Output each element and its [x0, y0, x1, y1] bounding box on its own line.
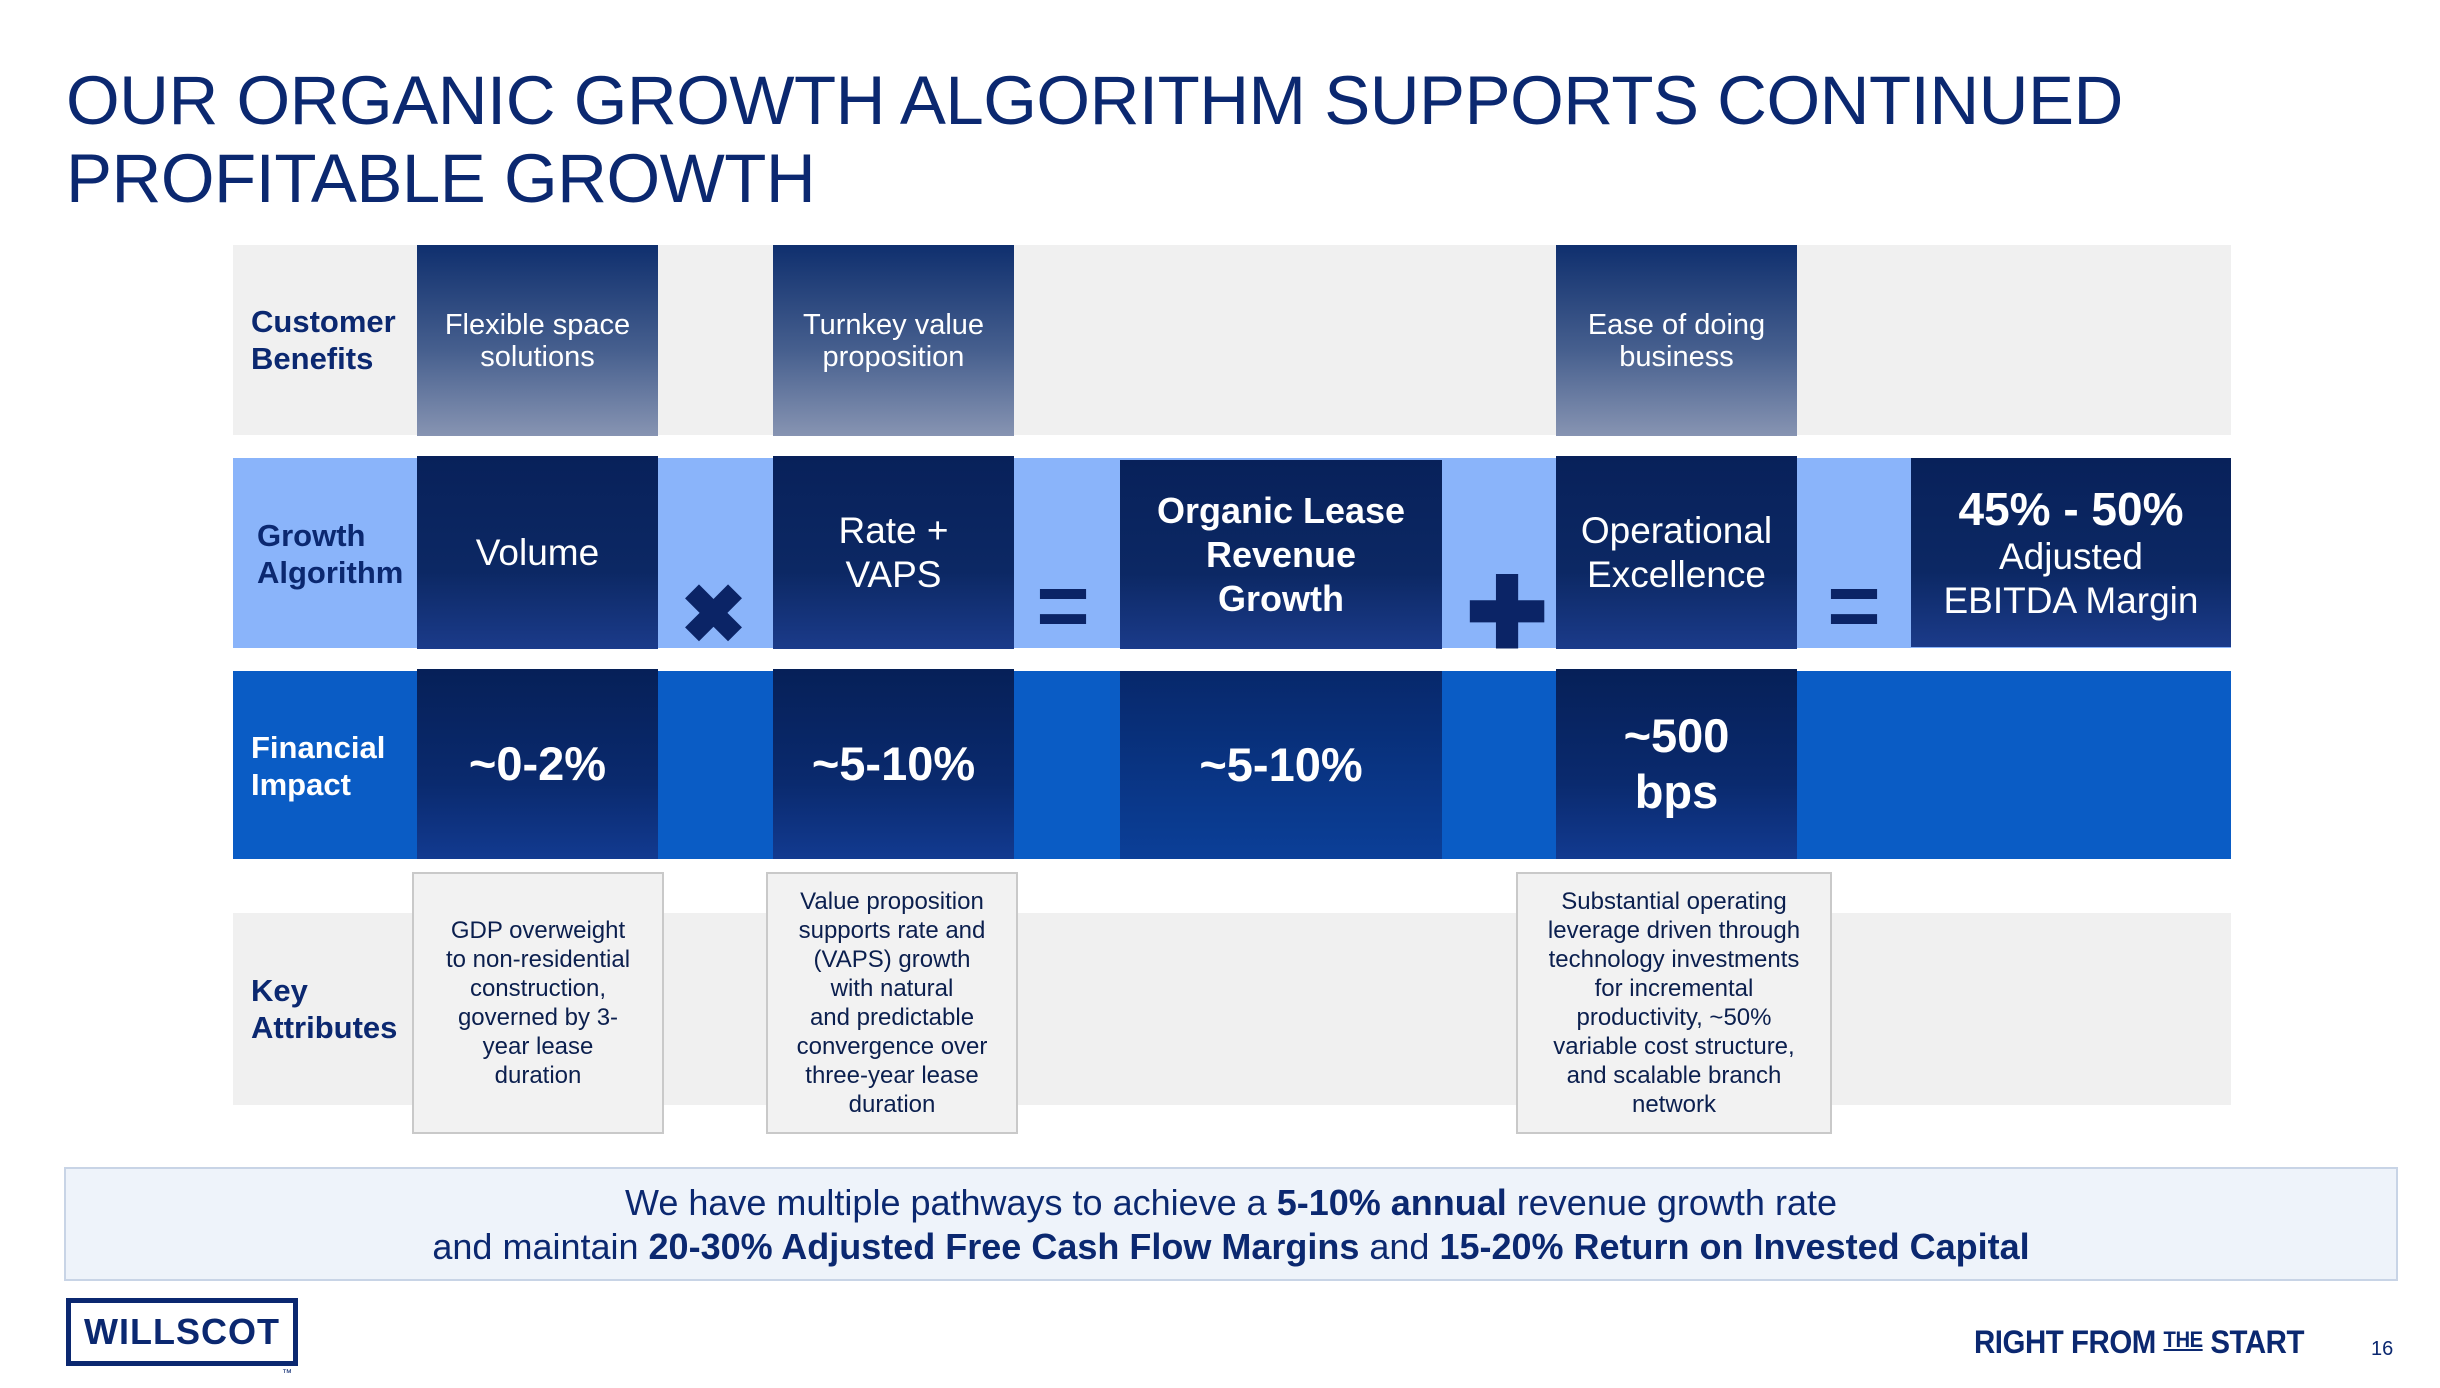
benefit-line: Flexible space [444, 308, 631, 341]
title-line-1: OUR ORGANIC GROWTH ALGORITHM SUPPORTS CO… [66, 62, 2123, 139]
key-line: duration [494, 1062, 582, 1089]
summary-highlight: 15-20% Return on Invested Capital [1439, 1226, 2030, 1267]
algo-volume-label: Volume [475, 531, 600, 573]
row-label-line: Customer [251, 304, 396, 339]
benefit-flexible-space: Flexible space solutions [417, 245, 658, 436]
algo-operational-excellence: Operational Excellence [1556, 456, 1797, 649]
equals-icon: = [1036, 555, 1090, 657]
algo-organic-lease-revenue-growth: Organic Lease Revenue Growth [1120, 460, 1442, 649]
page-title: OUR ORGANIC GROWTH ALGORITHM SUPPORTS CO… [66, 62, 2366, 218]
summary-box: We have multiple pathways to achieve a 5… [64, 1167, 2398, 1281]
financial-operational: ~500 bps [1556, 669, 1797, 859]
benefit-line: solutions [480, 340, 595, 373]
key-line: supports rate and [798, 917, 986, 944]
key-attribute-value-proposition: Value proposition supports rate and (VAP… [766, 872, 1018, 1134]
financial-volume: ~0-2% [417, 669, 658, 859]
trademark-mark: ™ [282, 1368, 292, 1379]
key-line: and predictable [809, 1004, 975, 1031]
margin-value: 45% - 50% [1958, 482, 2184, 535]
algo-line: Revenue [1205, 533, 1357, 575]
benefit-line: proposition [822, 340, 965, 373]
key-line: for incremental [1594, 975, 1754, 1002]
summary-text: We have multiple pathways to achieve a [625, 1182, 1277, 1223]
benefit-line: business [1619, 340, 1734, 373]
summary-highlight: 20-30% Adjusted Free Cash Flow Margins [648, 1226, 1360, 1267]
key-line: year lease [482, 1033, 594, 1060]
row-label-line: Impact [251, 767, 351, 802]
tagline-the: THE [2163, 1327, 2204, 1352]
key-line: technology investments [1548, 946, 1800, 973]
row-label-line: Benefits [251, 341, 374, 376]
benefit-line: Turnkey value [802, 308, 985, 341]
plus-icon: ✚ [1466, 558, 1549, 668]
key-line: variable cost structure, [1553, 1033, 1795, 1060]
summary-line-2: and maintain 20-30% Adjusted Free Cash F… [66, 1225, 2396, 1269]
key-line: three-year lease [805, 1062, 979, 1089]
key-attribute-gdp: GDP overweight to non-residential constr… [412, 872, 664, 1134]
benefit-line: Ease of doing [1587, 308, 1766, 341]
key-line: convergence over [796, 1033, 988, 1060]
algo-line: EBITDA Margin [1943, 579, 2199, 621]
row-label-line: Growth [257, 518, 366, 553]
algo-line: Operational [1580, 509, 1773, 551]
page-number: 16 [2371, 1338, 2394, 1360]
row-label-key-attributes: Key Attributes [251, 969, 397, 1049]
financial-line: bps [1634, 765, 1719, 818]
benefit-turnkey-value: Turnkey value proposition [773, 245, 1014, 436]
financial-rate: ~5-10% [773, 669, 1014, 859]
summary-text: and [1359, 1226, 1440, 1267]
key-line: leverage driven through [1547, 917, 1801, 944]
financial-line: ~500 [1623, 709, 1730, 762]
key-line: GDP overweight [450, 917, 626, 944]
algo-line: VAPS [845, 553, 942, 595]
key-line: duration [848, 1091, 936, 1118]
title-line-2: PROFITABLE GROWTH [66, 140, 816, 217]
algo-volume: Volume [417, 456, 658, 649]
key-line: construction, [469, 975, 607, 1002]
key-line: network [1631, 1091, 1717, 1118]
row-label-growth-algorithm: Growth Algorithm [257, 514, 403, 594]
key-line: (VAPS) growth [813, 946, 971, 973]
key-attribute-operating-leverage: Substantial operating leverage driven th… [1516, 872, 1832, 1134]
key-line: Substantial operating [1561, 888, 1787, 915]
algo-line: Organic Lease [1156, 489, 1406, 531]
summary-highlight: 5-10% annual [1276, 1182, 1507, 1223]
tagline-text: START [2202, 1324, 2305, 1360]
key-line: and scalable branch [1566, 1062, 1782, 1089]
row-label-line: Financial [251, 730, 386, 765]
summary-text: and maintain [432, 1226, 649, 1267]
key-line: governed by 3- [457, 1004, 619, 1031]
multiply-icon: ✖ [680, 570, 748, 659]
benefit-ease-of-business: Ease of doing business [1556, 245, 1797, 436]
tagline: RIGHT FROM THE START [1974, 1324, 2304, 1361]
tagline-text: RIGHT FROM [1974, 1324, 2164, 1360]
key-line: Value proposition [800, 888, 984, 915]
summary-text: revenue growth rate [1506, 1182, 1837, 1223]
financial-organic: ~5-10% [1120, 671, 1442, 859]
algo-line: Adjusted [1998, 535, 2143, 577]
algo-ebitda-margin: 45% - 50% Adjusted EBITDA Margin [1911, 458, 2231, 647]
key-line: to non-residential [445, 946, 631, 973]
algo-line: Excellence [1587, 553, 1766, 595]
row-label-customer-benefits: Customer Benefits [251, 300, 396, 380]
row-label-line: Key [251, 973, 308, 1008]
summary-line-1: We have multiple pathways to achieve a 5… [66, 1181, 2396, 1225]
key-line: productivity, ~50% [1576, 1004, 1772, 1031]
row-label-line: Algorithm [257, 555, 404, 590]
algo-line: Growth [1218, 577, 1344, 619]
willscot-logo: WILLSCOT [66, 1298, 298, 1366]
row-label-line: Attributes [251, 1010, 398, 1045]
equals-icon: = [1827, 555, 1881, 657]
algo-rate-vaps: Rate + VAPS [773, 456, 1014, 649]
row-label-financial-impact: Financial Impact [251, 726, 385, 806]
key-line: with natural [830, 975, 954, 1002]
algo-line: Rate + [838, 509, 949, 551]
